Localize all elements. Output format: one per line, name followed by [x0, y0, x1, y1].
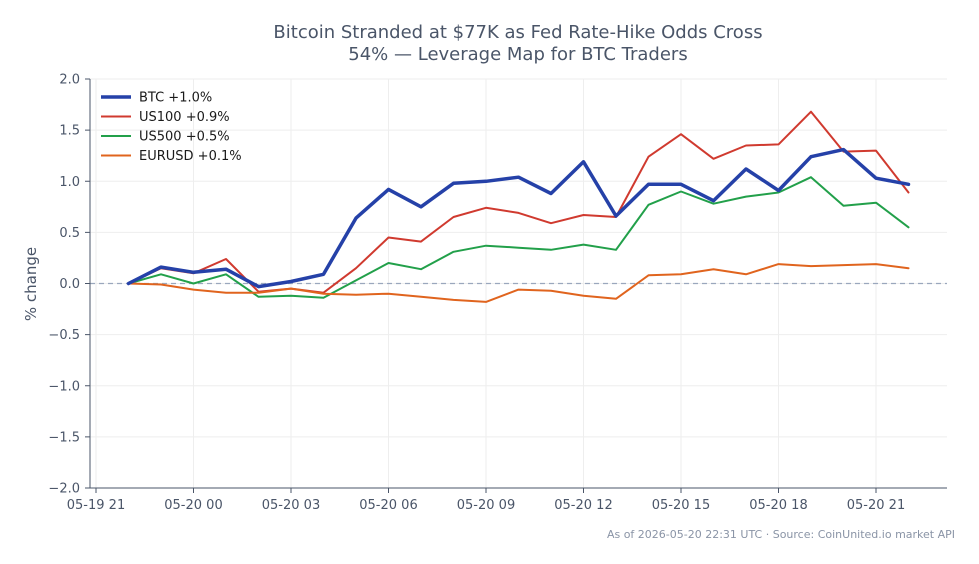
chart-title-line-2: 54% — Leverage Map for BTC Traders: [348, 44, 687, 65]
y-tick-label: −1.5: [48, 430, 80, 445]
x-axis-ticks: 05-19 21 05-20 00 05-20 03 05-20 06 05-20 09…: [67, 488, 905, 513]
x-tick-label: 05-19 21: [67, 498, 125, 513]
x-tick-label: 05-20 15: [652, 498, 710, 513]
x-tick-label: 05-20 03: [262, 498, 320, 513]
source-footer: As of 2026-05-20 22:31 UTC · Source: Coi…: [607, 528, 955, 541]
x-tick-label: 05-20 06: [359, 498, 417, 513]
legend-label: BTC +1.0%: [139, 91, 212, 106]
y-tick-label: 1.5: [59, 124, 80, 139]
chart-title-line-1: Bitcoin Stranded at $77K as Fed Rate-Hik…: [273, 22, 762, 43]
legend: BTC +1.0% US100 +0.9% US500 +0.5% EURUSD +0…: [101, 91, 242, 164]
y-tick-label: 0.5: [59, 226, 80, 241]
legend-label: EURUSD +0.1%: [139, 149, 242, 164]
x-tick-label: 05-20 12: [554, 498, 612, 513]
x-tick-label: 05-20 09: [457, 498, 515, 513]
chart-title: Bitcoin Stranded at $77K as Fed Rate-Hik…: [273, 22, 762, 65]
y-axis-ticks: −2.0 −1.5 −1.0 −0.5 0.0 0.5 1.0 1.5 2.0: [48, 73, 90, 497]
y-tick-label: −0.5: [48, 328, 80, 343]
y-tick-label: −2.0: [48, 482, 80, 497]
legend-label: US500 +0.5%: [139, 130, 230, 145]
y-tick-label: 1.0: [59, 175, 80, 190]
x-tick-label: 05-20 18: [749, 498, 807, 513]
legend-label: US100 +0.9%: [139, 110, 230, 125]
y-axis-label: % change: [22, 247, 40, 321]
y-tick-label: 0.0: [59, 277, 80, 292]
series-lines: [126, 110, 911, 303]
y-tick-label: 2.0: [59, 73, 80, 88]
series-line-3: [127, 263, 910, 303]
x-tick-label: 05-20 00: [164, 498, 222, 513]
x-tick-label: 05-20 21: [847, 498, 905, 513]
y-tick-label: −1.0: [48, 379, 80, 394]
series-line-2: [127, 176, 910, 299]
series-line-0: [126, 147, 911, 289]
